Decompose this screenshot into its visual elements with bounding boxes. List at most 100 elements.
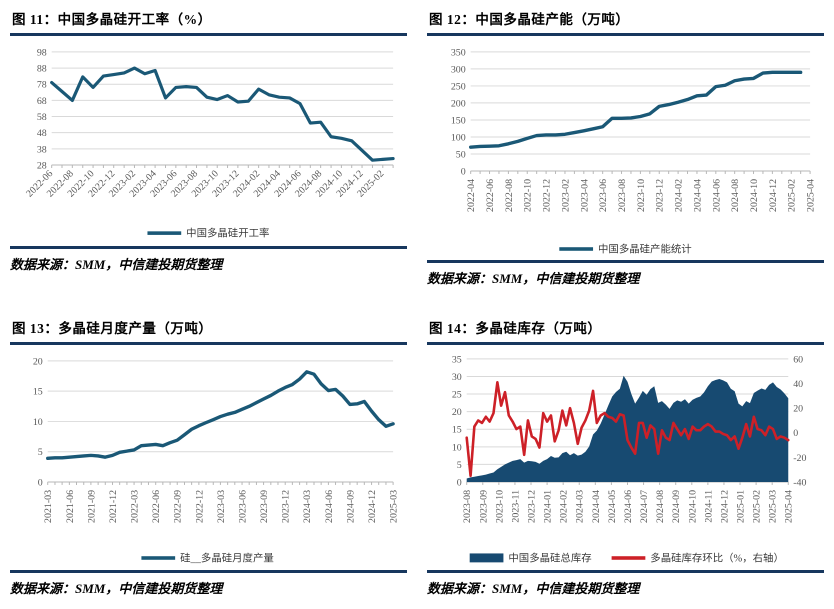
svg-text:2023-09: 2023-09 [478, 490, 489, 523]
fig14-chart: 0 5 10 15 20 25 30 35 -40 -20 0 20 40 60 2023-08 2023-0… [427, 347, 824, 569]
svg-text:2025-03: 2025-03 [768, 490, 779, 523]
svg-text:2024-12: 2024-12 [719, 490, 730, 523]
svg-text:15: 15 [33, 387, 43, 398]
svg-text:2024-08: 2024-08 [730, 179, 741, 212]
svg-text:-20: -20 [793, 453, 806, 464]
svg-text:硅__多晶硅月度产量: 硅__多晶硅月度产量 [180, 552, 274, 565]
svg-text:350: 350 [451, 47, 466, 58]
svg-text:100: 100 [451, 132, 466, 143]
fig12-source: 数据来源：SMM，中信建投期货整理 [427, 271, 640, 287]
svg-text:60: 60 [793, 355, 803, 366]
svg-text:15: 15 [452, 425, 462, 436]
svg-text:中国多晶硅总库存: 中国多晶硅总库存 [508, 552, 591, 565]
svg-text:2024-04: 2024-04 [591, 490, 602, 523]
svg-text:38: 38 [37, 144, 47, 155]
svg-text:2025-02: 2025-02 [752, 490, 763, 523]
svg-text:2023-06: 2023-06 [238, 490, 249, 523]
fig11-title: 图 11：中国多晶硅开工率（%） [12, 12, 212, 27]
svg-text:35: 35 [452, 355, 462, 366]
svg-text:中国多晶硅产能统计: 中国多晶硅产能统计 [598, 242, 692, 255]
svg-text:20: 20 [793, 404, 803, 415]
svg-text:2022-10: 2022-10 [523, 179, 534, 212]
svg-text:200: 200 [451, 98, 466, 109]
fig12-top-rule [427, 33, 824, 36]
svg-text:150: 150 [451, 115, 466, 126]
svg-text:2024-12: 2024-12 [367, 490, 378, 523]
fig14-top-rule [427, 342, 824, 346]
svg-text:5: 5 [457, 460, 462, 471]
svg-text:2024-10: 2024-10 [749, 179, 760, 212]
svg-text:5: 5 [38, 447, 43, 458]
fig12-bottom-rule [427, 260, 824, 264]
svg-text:2024-12: 2024-12 [768, 179, 779, 212]
svg-text:2023-12: 2023-12 [526, 490, 537, 523]
chart-canvas: 0 5 10 15 20 25 30 35 -40 -20 0 20 40 60 2023-08 2023-0… [452, 355, 807, 565]
svg-text:2024-03: 2024-03 [302, 490, 313, 523]
svg-text:2024-06: 2024-06 [324, 490, 335, 523]
svg-text:98: 98 [37, 47, 47, 58]
fig13-chart: 0 5 10 15 20 2021-03 2021-06 2021-09 2021-12 2022… [10, 347, 407, 569]
svg-text:2025-02: 2025-02 [787, 179, 798, 212]
panel-fig14: 图 14：多晶硅库存（万吨） 0 5 10 15 20 25 30 35 -40 -20 0 20 40… [417, 311, 834, 596]
svg-text:2024-06: 2024-06 [623, 490, 634, 523]
svg-text:2023-10: 2023-10 [636, 179, 647, 212]
chart-canvas: 28384858687888982022-062022-082022-10202… [24, 47, 395, 239]
panel-fig12: 图 12：中国多晶硅产能（万吨） 0 50 100 150 200 250 300 350 20… [417, 2, 834, 287]
svg-text:2023-12: 2023-12 [655, 179, 666, 212]
fig14-source: 数据来源：SMM，中信建投期货整理 [427, 580, 640, 596]
chart-canvas: 0 5 10 15 20 2021-03 2021-06 2021-09 2021-12 2022… [33, 357, 400, 565]
svg-text:2025-03: 2025-03 [389, 490, 400, 523]
svg-text:2024-11: 2024-11 [703, 490, 714, 523]
svg-text:0: 0 [38, 478, 43, 489]
svg-text:2024-03: 2024-03 [575, 490, 586, 523]
svg-text:2023-06: 2023-06 [598, 179, 609, 212]
svg-text:多晶硅库存环比（%，右轴）: 多晶硅库存环比（%，右轴） [650, 552, 784, 565]
fig11-source: 数据来源：SMM，中信建投期货整理 [10, 257, 223, 273]
svg-text:2023-03: 2023-03 [216, 490, 227, 523]
fig13-title: 图 13：多晶硅月度产量（万吨） [12, 321, 213, 337]
svg-text:2021-03: 2021-03 [43, 490, 54, 523]
svg-text:2022-12: 2022-12 [194, 490, 205, 523]
svg-text:10: 10 [33, 417, 43, 428]
svg-text:-40: -40 [793, 478, 806, 489]
svg-text:2024-02: 2024-02 [674, 179, 685, 212]
fig13-bottom-rule [10, 569, 407, 573]
svg-text:2021-06: 2021-06 [65, 490, 76, 523]
svg-text:40: 40 [793, 379, 803, 390]
svg-text:25: 25 [452, 390, 462, 401]
svg-text:78: 78 [37, 80, 47, 91]
svg-text:2022-09: 2022-09 [173, 490, 184, 523]
fig14-bottom-rule [427, 569, 824, 573]
fig14-title: 图 14：多晶硅库存（万吨） [429, 321, 602, 337]
svg-text:2023-08: 2023-08 [462, 490, 473, 523]
svg-text:2023-08: 2023-08 [617, 179, 628, 212]
svg-text:2024-02: 2024-02 [559, 490, 570, 523]
fig11-top-rule [10, 33, 407, 36]
svg-text:中国多晶硅开工率: 中国多晶硅开工率 [186, 226, 269, 239]
svg-text:2024-01: 2024-01 [543, 490, 554, 523]
svg-text:58: 58 [37, 112, 47, 123]
svg-text:300: 300 [451, 64, 466, 75]
svg-text:2024-09: 2024-09 [671, 490, 682, 523]
svg-text:48: 48 [37, 128, 47, 139]
fig13-source: 数据来源：SMM，中信建投期货整理 [10, 580, 223, 596]
svg-text:68: 68 [37, 96, 47, 107]
svg-text:2024-08: 2024-08 [655, 490, 666, 523]
fig12-title: 图 12：中国多晶硅产能（万吨） [429, 12, 630, 27]
svg-text:2021-12: 2021-12 [108, 490, 119, 523]
svg-text:2022-12: 2022-12 [542, 179, 553, 212]
svg-text:2023-04: 2023-04 [579, 179, 590, 212]
svg-text:2022-06: 2022-06 [151, 490, 162, 523]
fig13-top-rule [10, 342, 407, 346]
chart-canvas: 0 50 100 150 200 250 300 350 2022-04 2022-06 2022-… [451, 47, 817, 255]
svg-text:20: 20 [452, 407, 462, 418]
svg-text:2023-09: 2023-09 [259, 490, 270, 523]
svg-text:2024-04: 2024-04 [692, 179, 703, 212]
fig12-chart: 0 50 100 150 200 250 300 350 2022-04 2022-06 2022-… [427, 38, 824, 260]
svg-text:0: 0 [457, 478, 462, 489]
svg-text:2025-04: 2025-04 [806, 179, 817, 212]
svg-text:2023-10: 2023-10 [494, 490, 505, 523]
svg-text:0: 0 [793, 429, 798, 440]
svg-text:2025-01: 2025-01 [736, 490, 747, 523]
